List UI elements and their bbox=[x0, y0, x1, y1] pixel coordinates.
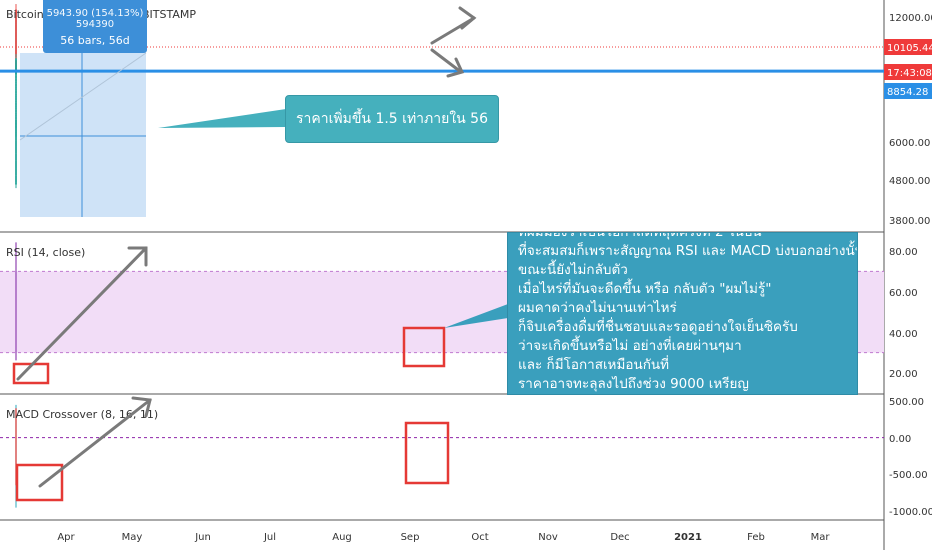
macd-trend-arrow-head bbox=[131, 396, 152, 418]
rsi-tick-label: 60.00 bbox=[889, 288, 918, 299]
price-tick-label: 12000.00 bbox=[889, 13, 932, 24]
macd-trend-arrow bbox=[38, 398, 152, 488]
macd-highlight-box bbox=[404, 421, 450, 485]
projection-arrow-down bbox=[430, 48, 463, 74]
x-axis-label: Oct bbox=[471, 532, 488, 543]
macd-tick-label: 0.00 bbox=[889, 434, 911, 445]
rsi-trend-arrow-head bbox=[127, 246, 148, 267]
rsi-note-line: ว่าจะเกิดขึ้นหรือไม่ อย่างที่เคยผ่านๆมา bbox=[518, 338, 742, 354]
rsi-note-line: ก็จิบเครื่องดื่มที่ชื่นชอบและรอดูอย่างใจ… bbox=[518, 319, 798, 335]
measure-line-1: 5943.90 (154.13%) 594390 bbox=[46, 8, 144, 30]
countdown-label: 17:43:08 bbox=[887, 68, 932, 79]
rsi-note-line: ที่ผมมองว่าเป็นโอกาสดีที่สุดครั้งที่ 2 ใ… bbox=[518, 232, 762, 240]
measure-diagonal bbox=[19, 52, 147, 141]
x-axis-label: 2021 bbox=[674, 532, 702, 543]
x-axis-label: Sep bbox=[401, 532, 420, 543]
countdown-badge bbox=[884, 64, 932, 80]
macd-pane-title: MACD Crossover (8, 16, 11) bbox=[6, 408, 158, 421]
macd-highlight-box bbox=[15, 463, 64, 502]
macd-tick-label: -1000.00 bbox=[889, 507, 932, 518]
x-axis-label: Aug bbox=[332, 532, 352, 543]
macd-tick-label: 500.00 bbox=[889, 397, 924, 408]
rsi-trend-arrow bbox=[16, 246, 148, 381]
x-axis-label: Jul bbox=[263, 532, 276, 543]
last-price-badge bbox=[884, 39, 932, 55]
rsi-note-line: ผมคาดว่าคงไม่นานเท่าไหร่ bbox=[518, 300, 677, 316]
rsi-pane-title: RSI (14, close) bbox=[6, 246, 85, 259]
last-price-label: 10105.44 bbox=[887, 43, 932, 54]
line-price-label: 8854.28 bbox=[887, 87, 928, 98]
projection-arrow-head bbox=[446, 57, 465, 78]
rsi-note-line: เมื่อไหร่ที่มันจะดีดขึ้น หรือ กลับตัว "ผ… bbox=[518, 281, 772, 297]
macd-tick-label: -500.00 bbox=[889, 470, 928, 481]
rsi-tick-label: 20.00 bbox=[889, 369, 918, 380]
x-axis-label: Dec bbox=[610, 532, 629, 543]
line-price-badge bbox=[884, 83, 932, 99]
x-axis-label: Apr bbox=[57, 532, 75, 543]
rsi-note-line: ที่จะสมสมก็เพราะสัญญาณ RSI และ MACD บ่งบ… bbox=[518, 243, 858, 259]
rsi-highlight-box bbox=[402, 326, 446, 368]
projection-arrow-head bbox=[458, 6, 477, 30]
measure-line-2: 56 bars, 56d bbox=[60, 34, 130, 47]
price-candle bbox=[15, 52, 17, 54]
rsi-note-pointer bbox=[444, 304, 508, 328]
price-note-pointer bbox=[158, 109, 286, 128]
rsi-tick-label: 80.00 bbox=[889, 247, 918, 258]
x-axis-label: Nov bbox=[538, 532, 558, 543]
x-axis-label: May bbox=[122, 532, 143, 543]
rsi-tick-label: 40.00 bbox=[889, 329, 918, 340]
rsi-note-line: ขณะนี้ยังไม่กลับตัว bbox=[518, 262, 628, 278]
measure-box[interactable]: 5943.90 (154.13%) 594390 56 bars, 56d bbox=[43, 0, 147, 53]
measure-range bbox=[20, 53, 146, 217]
rsi-note-line: ราคาอาจทะลุลงไปถึงช่วง 9000 เหรียญ bbox=[518, 376, 749, 392]
x-axis-label: Mar bbox=[811, 532, 831, 543]
price-tick-label: 4800.00 bbox=[889, 176, 930, 187]
price-tick-label: 3800.00 bbox=[889, 216, 930, 227]
price-tick-label: 6000.00 bbox=[889, 138, 930, 149]
price-note[interactable]: ราคาเพิ่มขึ้น 1.5 เท่าภายใน 56 วัน bbox=[285, 95, 499, 173]
x-axis-label: Feb bbox=[747, 532, 765, 543]
x-axis-label: Jun bbox=[194, 532, 211, 543]
rsi-note[interactable]: ที่ผมมองว่าเป็นโอกาสดีที่สุดครั้งที่ 2 ใ… bbox=[507, 232, 858, 395]
rsi-note-line: และ ก็มีโอกาสเหมือนกันที่ bbox=[518, 357, 669, 373]
